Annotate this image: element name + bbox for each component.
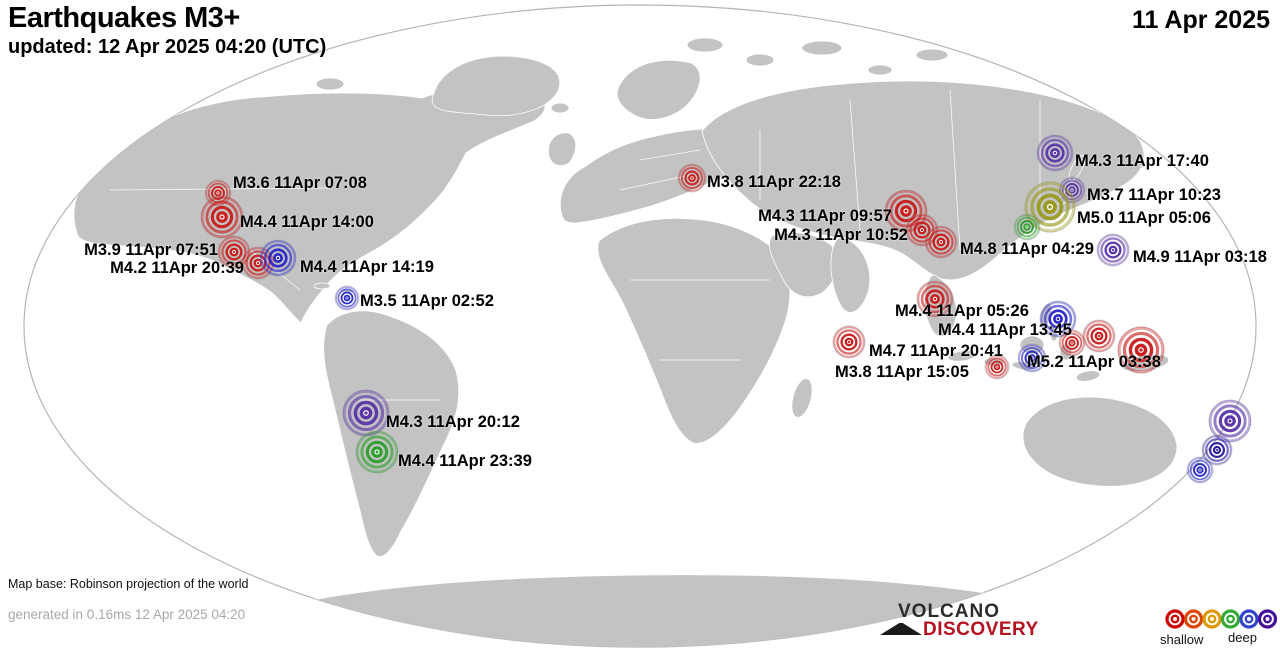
map-base-note: Map base: Robinson projection of the wor… (8, 577, 249, 591)
continent-australia (1022, 396, 1178, 487)
quake-label[interactable]: M4.3 11Apr 10:52 (774, 226, 908, 244)
quake-label[interactable]: M4.3 11Apr 20:12 (386, 413, 520, 431)
logo-line1: VOLCANO (898, 601, 1000, 622)
quake-label[interactable]: M5.0 11Apr 05:06 (1077, 209, 1211, 227)
country-borders (109, 89, 1041, 401)
quake-label[interactable]: M4.4 11Apr 13:45 (938, 321, 1072, 339)
quake-label[interactable]: M3.7 11Apr 10:23 (1087, 186, 1221, 204)
continent-north-america (73, 86, 546, 324)
quake-label[interactable]: M4.4 11Apr 14:19 (300, 258, 434, 276)
quake-label[interactable]: M3.9 11Apr 07:51 (84, 241, 218, 259)
legend-shallow-label: shallow (1160, 632, 1204, 647)
quake-marker[interactable] (1095, 232, 1131, 268)
quake-label[interactable]: M4.3 11Apr 09:57 (758, 207, 892, 225)
quake-marker[interactable] (1200, 433, 1234, 467)
quake-label[interactable]: M4.4 11Apr 05:26 (895, 302, 1029, 320)
volcano-discovery-logo[interactable]: VOLCANO DISCOVERY (880, 600, 1045, 642)
quake-marker[interactable] (831, 324, 867, 360)
quake-label[interactable]: M4.4 11Apr 23:39 (398, 452, 532, 470)
page-title: Earthquakes M3+ (8, 2, 240, 34)
quake-marker[interactable] (1207, 398, 1253, 444)
quake-label[interactable]: M4.3 11Apr 17:40 (1075, 152, 1209, 170)
quake-marker[interactable] (341, 388, 391, 438)
quake-marker[interactable] (1023, 180, 1077, 234)
quake-label[interactable]: M4.9 11Apr 03:18 (1133, 248, 1267, 266)
quake-label[interactable]: M3.5 11Apr 02:52 (360, 292, 494, 310)
depth-legend: shallow deep (1160, 606, 1278, 648)
quake-marker[interactable] (1081, 318, 1117, 354)
continent-south-america (323, 310, 460, 557)
quake-marker[interactable] (1012, 212, 1042, 242)
quake-label[interactable]: M3.8 11Apr 22:18 (707, 173, 841, 191)
quake-marker[interactable] (983, 353, 1011, 381)
quake-marker[interactable] (1057, 328, 1087, 358)
generated-note: generated in 0.16ms 12 Apr 2025 04:20 (8, 607, 246, 622)
quake-label[interactable]: M4.2 11Apr 20:39 (110, 259, 244, 277)
logo-line2: DISCOVERY (923, 619, 1039, 640)
quake-marker[interactable] (1057, 175, 1087, 205)
quake-marker[interactable] (333, 284, 361, 312)
map-date: 11 Apr 2025 (1131, 6, 1270, 34)
quake-marker[interactable] (1116, 325, 1166, 375)
continents (73, 37, 1178, 647)
quake-marker[interactable] (1185, 455, 1215, 485)
quake-marker[interactable] (923, 224, 959, 260)
quake-marker[interactable] (904, 212, 940, 248)
quake-marker[interactable] (199, 194, 245, 240)
quake-marker[interactable] (1016, 342, 1048, 374)
quake-label[interactable]: M3.8 11Apr 15:05 (835, 363, 969, 381)
quake-label[interactable]: M3.6 11Apr 07:08 (233, 174, 367, 192)
volcano-icon (880, 620, 922, 635)
updated-timestamp: updated: 12 Apr 2025 04:20 (UTC) (8, 36, 327, 58)
quake-label[interactable]: M4.8 11Apr 04:29 (960, 240, 1094, 258)
continent-africa (597, 218, 791, 444)
quake-marker[interactable] (258, 238, 298, 278)
quake-marker[interactable] (216, 234, 252, 270)
quake-label[interactable]: M5.2 11Apr 03:38 (1027, 353, 1161, 371)
quake-marker[interactable] (354, 429, 400, 475)
quake-marker[interactable] (676, 162, 708, 194)
quake-label[interactable]: M4.7 11Apr 20:41 (869, 342, 1003, 360)
quake-marker[interactable] (883, 188, 929, 234)
quake-marker[interactable] (1035, 133, 1075, 173)
quake-label[interactable]: M4.4 11Apr 14:00 (240, 213, 374, 231)
legend-deep-label: deep (1228, 630, 1257, 645)
quake-marker[interactable] (915, 279, 955, 319)
depth-legend-icons (1165, 609, 1278, 629)
continent-greenland (431, 55, 560, 116)
quake-marker[interactable] (1038, 299, 1078, 339)
